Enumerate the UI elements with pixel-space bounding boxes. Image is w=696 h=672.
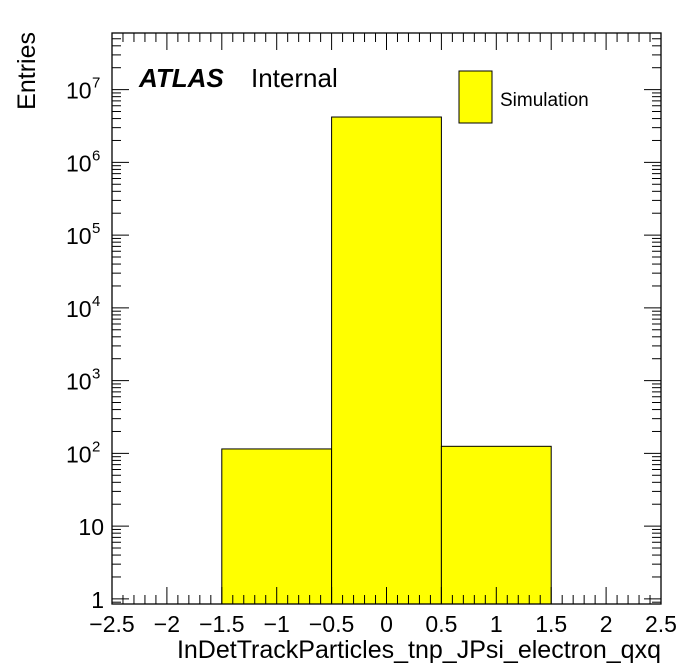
x-tick-label: 1.5 <box>535 611 567 637</box>
y-tick-label: 10 <box>66 150 92 176</box>
histogram-bin <box>331 116 442 605</box>
x-tick-label: 1 <box>490 611 503 637</box>
legend: Simulation <box>458 70 589 124</box>
histogram-bin <box>440 445 552 605</box>
x-tick-label: −2 <box>154 611 180 637</box>
y-tick-exponent: 4 <box>92 293 100 310</box>
legend-label-simulation: Simulation <box>500 90 589 111</box>
y-tick-label: 10 <box>66 78 92 104</box>
y-tick-exponent: 7 <box>92 75 100 92</box>
x-tick-label: −1 <box>264 611 290 637</box>
y-tick-label: 1 <box>91 587 104 613</box>
x-tick-label: −0.5 <box>309 611 354 637</box>
internal-label: Internal <box>251 63 338 93</box>
x-tick-label: 2.5 <box>645 611 677 637</box>
x-tick-label: −2.5 <box>89 611 134 637</box>
x-tick-labels: −2.5 −2 −1.5 −1 −0.5 0 0.5 1 1.5 2 2.5 <box>89 611 677 637</box>
x-axis-title: InDetTrackParticles_tnp_JPsi_electron_qx… <box>177 636 661 664</box>
histogram-bin <box>221 448 333 605</box>
histogram-bars <box>221 116 552 605</box>
y-tick-exponent: 2 <box>92 438 100 455</box>
x-tick-label: 0.5 <box>425 611 457 637</box>
legend-swatch-simulation <box>458 70 493 124</box>
y-tick-label: 10 <box>66 369 92 395</box>
y-tick-exponent: 5 <box>92 220 100 237</box>
x-tick-label: 2 <box>600 611 613 637</box>
y-tick-label: 10 <box>78 514 104 540</box>
y-axis-title: Entries <box>13 32 41 110</box>
y-tick-label: 10 <box>66 223 92 249</box>
x-tick-label: −1.5 <box>199 611 244 637</box>
y-tick-exponent: 3 <box>92 366 100 383</box>
x-tick-label: 0 <box>380 611 393 637</box>
y-tick-label: 10 <box>66 296 92 322</box>
atlas-label: ATLAS <box>138 63 224 93</box>
y-tick-exponent: 6 <box>92 147 100 164</box>
axis-ticks <box>111 32 662 604</box>
y-tick-label: 10 <box>66 441 92 467</box>
